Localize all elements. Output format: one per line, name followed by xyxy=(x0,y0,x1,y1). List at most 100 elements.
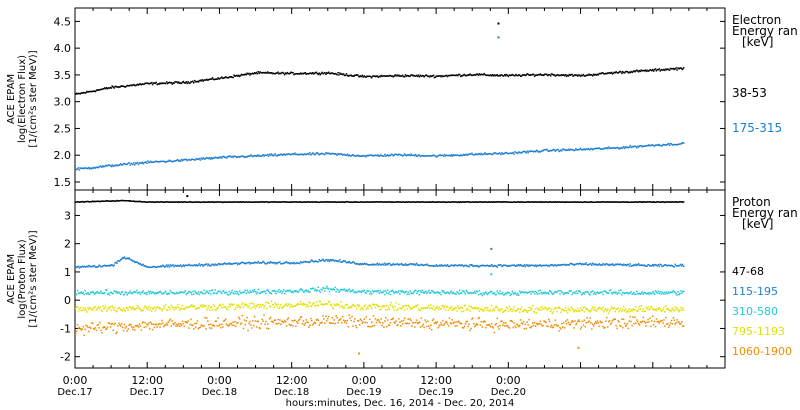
data-point-47-68 xyxy=(333,201,335,203)
data-point-47-68 xyxy=(124,200,127,202)
data-point-38-53 xyxy=(151,83,154,86)
data-point-47-68 xyxy=(639,201,642,203)
data-point-47-68 xyxy=(522,201,525,203)
data-point-310-580 xyxy=(156,291,158,294)
x-tick-time-label: 12:00 xyxy=(276,374,308,387)
data-point-115-195 xyxy=(584,263,586,265)
data-point-115-195 xyxy=(126,257,128,259)
data-point-795-1193 xyxy=(267,302,270,305)
data-point-310-580 xyxy=(88,293,90,296)
data-point-38-53 xyxy=(379,75,381,78)
data-point-175-315 xyxy=(219,157,221,159)
data-point-795-1193 xyxy=(382,305,384,307)
data-point-1060-1900 xyxy=(135,325,138,327)
series-115-195 xyxy=(75,256,685,269)
data-point-795-1193 xyxy=(633,309,635,311)
data-point-175-315 xyxy=(641,146,644,148)
data-point-310-580 xyxy=(105,289,108,292)
data-point-310-580 xyxy=(365,292,367,294)
data-point-795-1193 xyxy=(517,308,519,310)
data-point-115-195 xyxy=(90,266,93,268)
data-point-795-1193 xyxy=(207,307,209,309)
data-point-115-195 xyxy=(666,265,668,267)
data-point-115-195 xyxy=(646,265,648,267)
data-point-310-580 xyxy=(173,292,175,295)
data-point-38-53 xyxy=(306,72,308,75)
data-point-795-1193 xyxy=(154,310,157,312)
data-point-1060-1900 xyxy=(335,315,337,317)
data-point-175-315 xyxy=(195,157,198,160)
data-point-115-195 xyxy=(350,262,352,264)
data-point-115-195 xyxy=(251,262,253,264)
data-point-47-68 xyxy=(467,201,469,203)
data-point-47-68 xyxy=(204,201,206,204)
data-point-115-195 xyxy=(676,264,678,267)
data-point-175-315 xyxy=(485,153,487,156)
data-point-115-195 xyxy=(137,262,140,264)
data-point-310-580 xyxy=(588,293,590,295)
data-point-115-195 xyxy=(246,262,248,264)
data-point-310-580 xyxy=(339,290,341,292)
data-point-38-53 xyxy=(681,68,683,70)
data-point-38-53 xyxy=(105,87,108,89)
data-point-175-315 xyxy=(388,154,391,157)
data-point-115-195 xyxy=(578,262,581,265)
data-point-795-1193 xyxy=(597,308,600,310)
data-point-38-53 xyxy=(224,76,227,78)
data-point-795-1193 xyxy=(660,309,662,312)
data-point-1060-1900 xyxy=(480,320,483,323)
data-point-115-195 xyxy=(637,263,639,266)
data-point-47-68 xyxy=(83,201,85,203)
data-point-47-68 xyxy=(456,201,458,203)
data-point-1060-1900 xyxy=(317,319,320,322)
data-point-47-68 xyxy=(336,201,338,203)
data-point-38-53 xyxy=(574,74,576,76)
data-point-38-53 xyxy=(585,74,587,77)
data-point-175-315 xyxy=(395,153,397,156)
data-point-1060-1900 xyxy=(522,321,525,323)
data-point-115-195 xyxy=(362,263,364,265)
data-point-47-68 xyxy=(630,201,632,203)
data-point-175-315 xyxy=(546,148,548,151)
data-point-38-53 xyxy=(297,73,299,75)
data-point-38-53 xyxy=(612,72,615,74)
data-point-115-195 xyxy=(194,264,196,266)
data-point-115-195 xyxy=(681,265,683,267)
data-point-38-53 xyxy=(490,75,493,77)
data-point-175-315 xyxy=(313,153,316,156)
data-point-38-53 xyxy=(364,76,366,78)
data-point-47-68 xyxy=(238,201,240,203)
data-point-38-53 xyxy=(533,73,535,76)
data-point-115-195 xyxy=(75,266,78,268)
data-point-310-580 xyxy=(130,292,132,294)
data-point-38-53 xyxy=(323,72,325,75)
data-point-175-315 xyxy=(390,153,393,156)
data-point-795-1193 xyxy=(215,309,217,311)
data-point-795-1193 xyxy=(355,305,357,308)
data-point-47-68 xyxy=(334,201,336,203)
data-point-1060-1900 xyxy=(328,321,331,324)
data-point-175-315 xyxy=(468,153,470,155)
data-point-175-315 xyxy=(616,146,618,149)
data-point-47-68 xyxy=(303,201,305,203)
data-point-310-580 xyxy=(493,292,496,294)
data-point-38-53 xyxy=(153,82,156,84)
data-point-175-315 xyxy=(371,155,374,157)
data-point-1060-1900 xyxy=(417,322,420,325)
data-point-795-1193 xyxy=(113,309,115,311)
data-point-310-580 xyxy=(195,292,198,294)
data-point-175-315 xyxy=(246,156,248,158)
data-point-47-68 xyxy=(352,201,354,203)
data-point-175-315 xyxy=(154,160,157,163)
data-point-47-68 xyxy=(315,201,318,203)
data-point-38-53 xyxy=(266,72,268,74)
data-point-47-68 xyxy=(538,201,541,203)
data-point-47-68 xyxy=(350,201,352,203)
data-point-115-195 xyxy=(331,259,334,261)
data-point-115-195 xyxy=(437,265,439,267)
data-point-47-68 xyxy=(327,201,329,203)
data-point-47-68 xyxy=(545,201,547,203)
data-point-115-195 xyxy=(265,263,267,265)
data-point-47-68 xyxy=(412,201,414,203)
data-point-175-315 xyxy=(637,146,640,148)
